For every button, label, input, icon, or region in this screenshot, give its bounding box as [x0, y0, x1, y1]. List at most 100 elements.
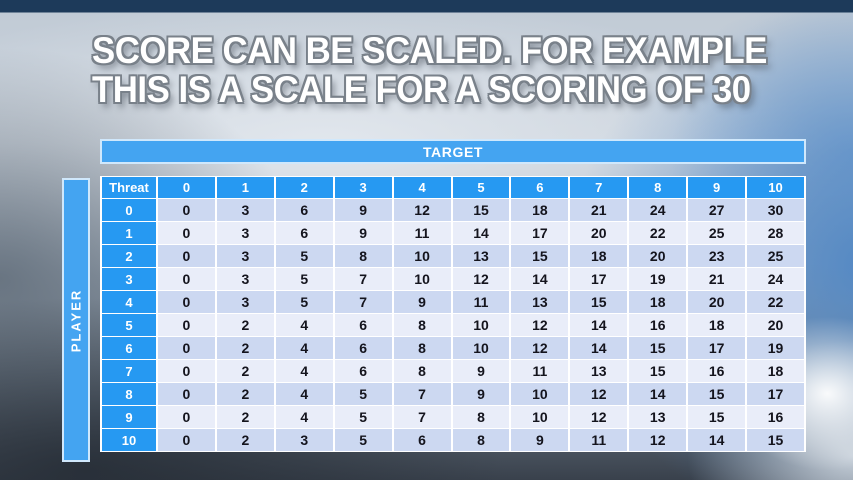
score-cell: 24: [745, 267, 806, 291]
column-header: 7: [568, 176, 630, 199]
score-cell: 10: [391, 244, 453, 268]
table-row: 8 0 2 4 5 7 9 10 12 14 15 17: [100, 382, 806, 406]
score-cell: 12: [509, 336, 571, 360]
score-cell: 3: [273, 428, 335, 452]
score-cell: 24: [627, 198, 689, 222]
score-cell: 0: [156, 221, 217, 245]
score-cell: 20: [686, 290, 748, 314]
score-cell: 15: [686, 382, 748, 406]
score-cell: 16: [686, 359, 748, 383]
target-label: TARGET: [422, 143, 484, 160]
score-cell: 2: [214, 428, 276, 452]
table-row: 4 0 3 5 7 9 11 13 15 18 20 22: [100, 290, 806, 314]
score-cell: 13: [627, 405, 689, 429]
column-header: 9: [686, 176, 748, 199]
score-cell: 18: [627, 290, 689, 314]
title-line-2: THIS IS A SCALE FOR A SCORING OF 30: [92, 69, 751, 110]
score-cell: 25: [745, 244, 806, 268]
score-cell: 19: [745, 336, 806, 360]
score-cell: 11: [568, 428, 630, 452]
score-cell: 7: [332, 267, 394, 291]
score-cell: 20: [568, 221, 630, 245]
table-row: 7 0 2 4 6 8 9 11 13 15 16 18: [100, 359, 806, 383]
table-row: 6 0 2 4 6 8 10 12 14 15 17 19: [100, 336, 806, 360]
score-cell: 6: [332, 359, 394, 383]
score-cell: 16: [627, 313, 689, 337]
score-cell: 14: [686, 428, 748, 452]
score-cell: 21: [686, 267, 748, 291]
score-cell: 15: [450, 198, 512, 222]
score-cell: 7: [332, 290, 394, 314]
score-cell: 13: [450, 244, 512, 268]
score-cell: 12: [568, 405, 630, 429]
score-cell: 15: [745, 428, 806, 452]
score-cell: 8: [391, 359, 453, 383]
column-header: 3: [332, 176, 394, 199]
score-cell: 4: [273, 313, 335, 337]
score-cell: 18: [568, 244, 630, 268]
score-cell: 9: [332, 221, 394, 245]
score-cell: 5: [273, 244, 335, 268]
row-header: 5: [100, 313, 158, 337]
score-cell: 17: [509, 221, 571, 245]
table-row: 3 0 3 5 7 10 12 14 17 19 21 24: [100, 267, 806, 291]
score-cell: 2: [214, 405, 276, 429]
score-cell: 0: [156, 244, 217, 268]
row-header: 6: [100, 336, 158, 360]
score-cell: 0: [156, 428, 217, 452]
score-cell: 11: [450, 290, 512, 314]
score-cell: 0: [156, 359, 217, 383]
score-cell: 10: [450, 313, 512, 337]
score-cell: 30: [745, 198, 806, 222]
score-cell: 0: [156, 382, 217, 406]
score-cell: 15: [627, 336, 689, 360]
row-header: 8: [100, 382, 158, 406]
score-cell: 4: [273, 359, 335, 383]
score-cell: 7: [391, 405, 453, 429]
score-cell: 14: [627, 382, 689, 406]
score-cell: 14: [568, 336, 630, 360]
score-cell: 17: [686, 336, 748, 360]
score-cell: 2: [214, 313, 276, 337]
player-label: PLAYER: [68, 288, 84, 352]
score-cell: 9: [391, 290, 453, 314]
score-cell: 6: [332, 336, 394, 360]
score-cell: 20: [627, 244, 689, 268]
score-cell: 2: [214, 336, 276, 360]
score-cell: 9: [332, 198, 394, 222]
score-cell: 0: [156, 267, 217, 291]
score-cell: 6: [391, 428, 453, 452]
score-cell: 5: [332, 405, 394, 429]
score-cell: 10: [509, 405, 571, 429]
column-header: 2: [273, 176, 335, 199]
score-cell: 2: [214, 359, 276, 383]
row-header: 0: [100, 198, 158, 222]
score-cell: 4: [273, 382, 335, 406]
score-table: Threat 0 1 2 3 4 5 6 7 8 9 10 0 0 3 6 9 12 15 18 21 24 27 30 1…: [100, 176, 806, 452]
row-header: 9: [100, 405, 158, 429]
slide-title: SCORE CAN BE SCALED. FOR EXAMPLE THIS IS…: [92, 31, 767, 109]
row-header: 10: [100, 428, 158, 452]
score-cell: 8: [450, 405, 512, 429]
table-row: 0 0 3 6 9 12 15 18 21 24 27 30: [100, 198, 806, 222]
score-cell: 7: [391, 382, 453, 406]
column-header: 4: [391, 176, 453, 199]
score-cell: 3: [214, 221, 276, 245]
score-cell: 21: [568, 198, 630, 222]
title-line-1: SCORE CAN BE SCALED. FOR EXAMPLE: [92, 30, 767, 71]
score-cell: 3: [214, 267, 276, 291]
score-cell: 9: [509, 428, 571, 452]
score-cell: 17: [745, 382, 806, 406]
score-cell: 10: [391, 267, 453, 291]
score-cell: 14: [568, 313, 630, 337]
score-cell: 5: [332, 382, 394, 406]
score-cell: 15: [568, 290, 630, 314]
score-cell: 4: [273, 405, 335, 429]
score-cell: 13: [509, 290, 571, 314]
score-cell: 15: [686, 405, 748, 429]
score-cell: 3: [214, 290, 276, 314]
row-header: 2: [100, 244, 158, 268]
column-header: 1: [214, 176, 276, 199]
score-cell: 19: [627, 267, 689, 291]
